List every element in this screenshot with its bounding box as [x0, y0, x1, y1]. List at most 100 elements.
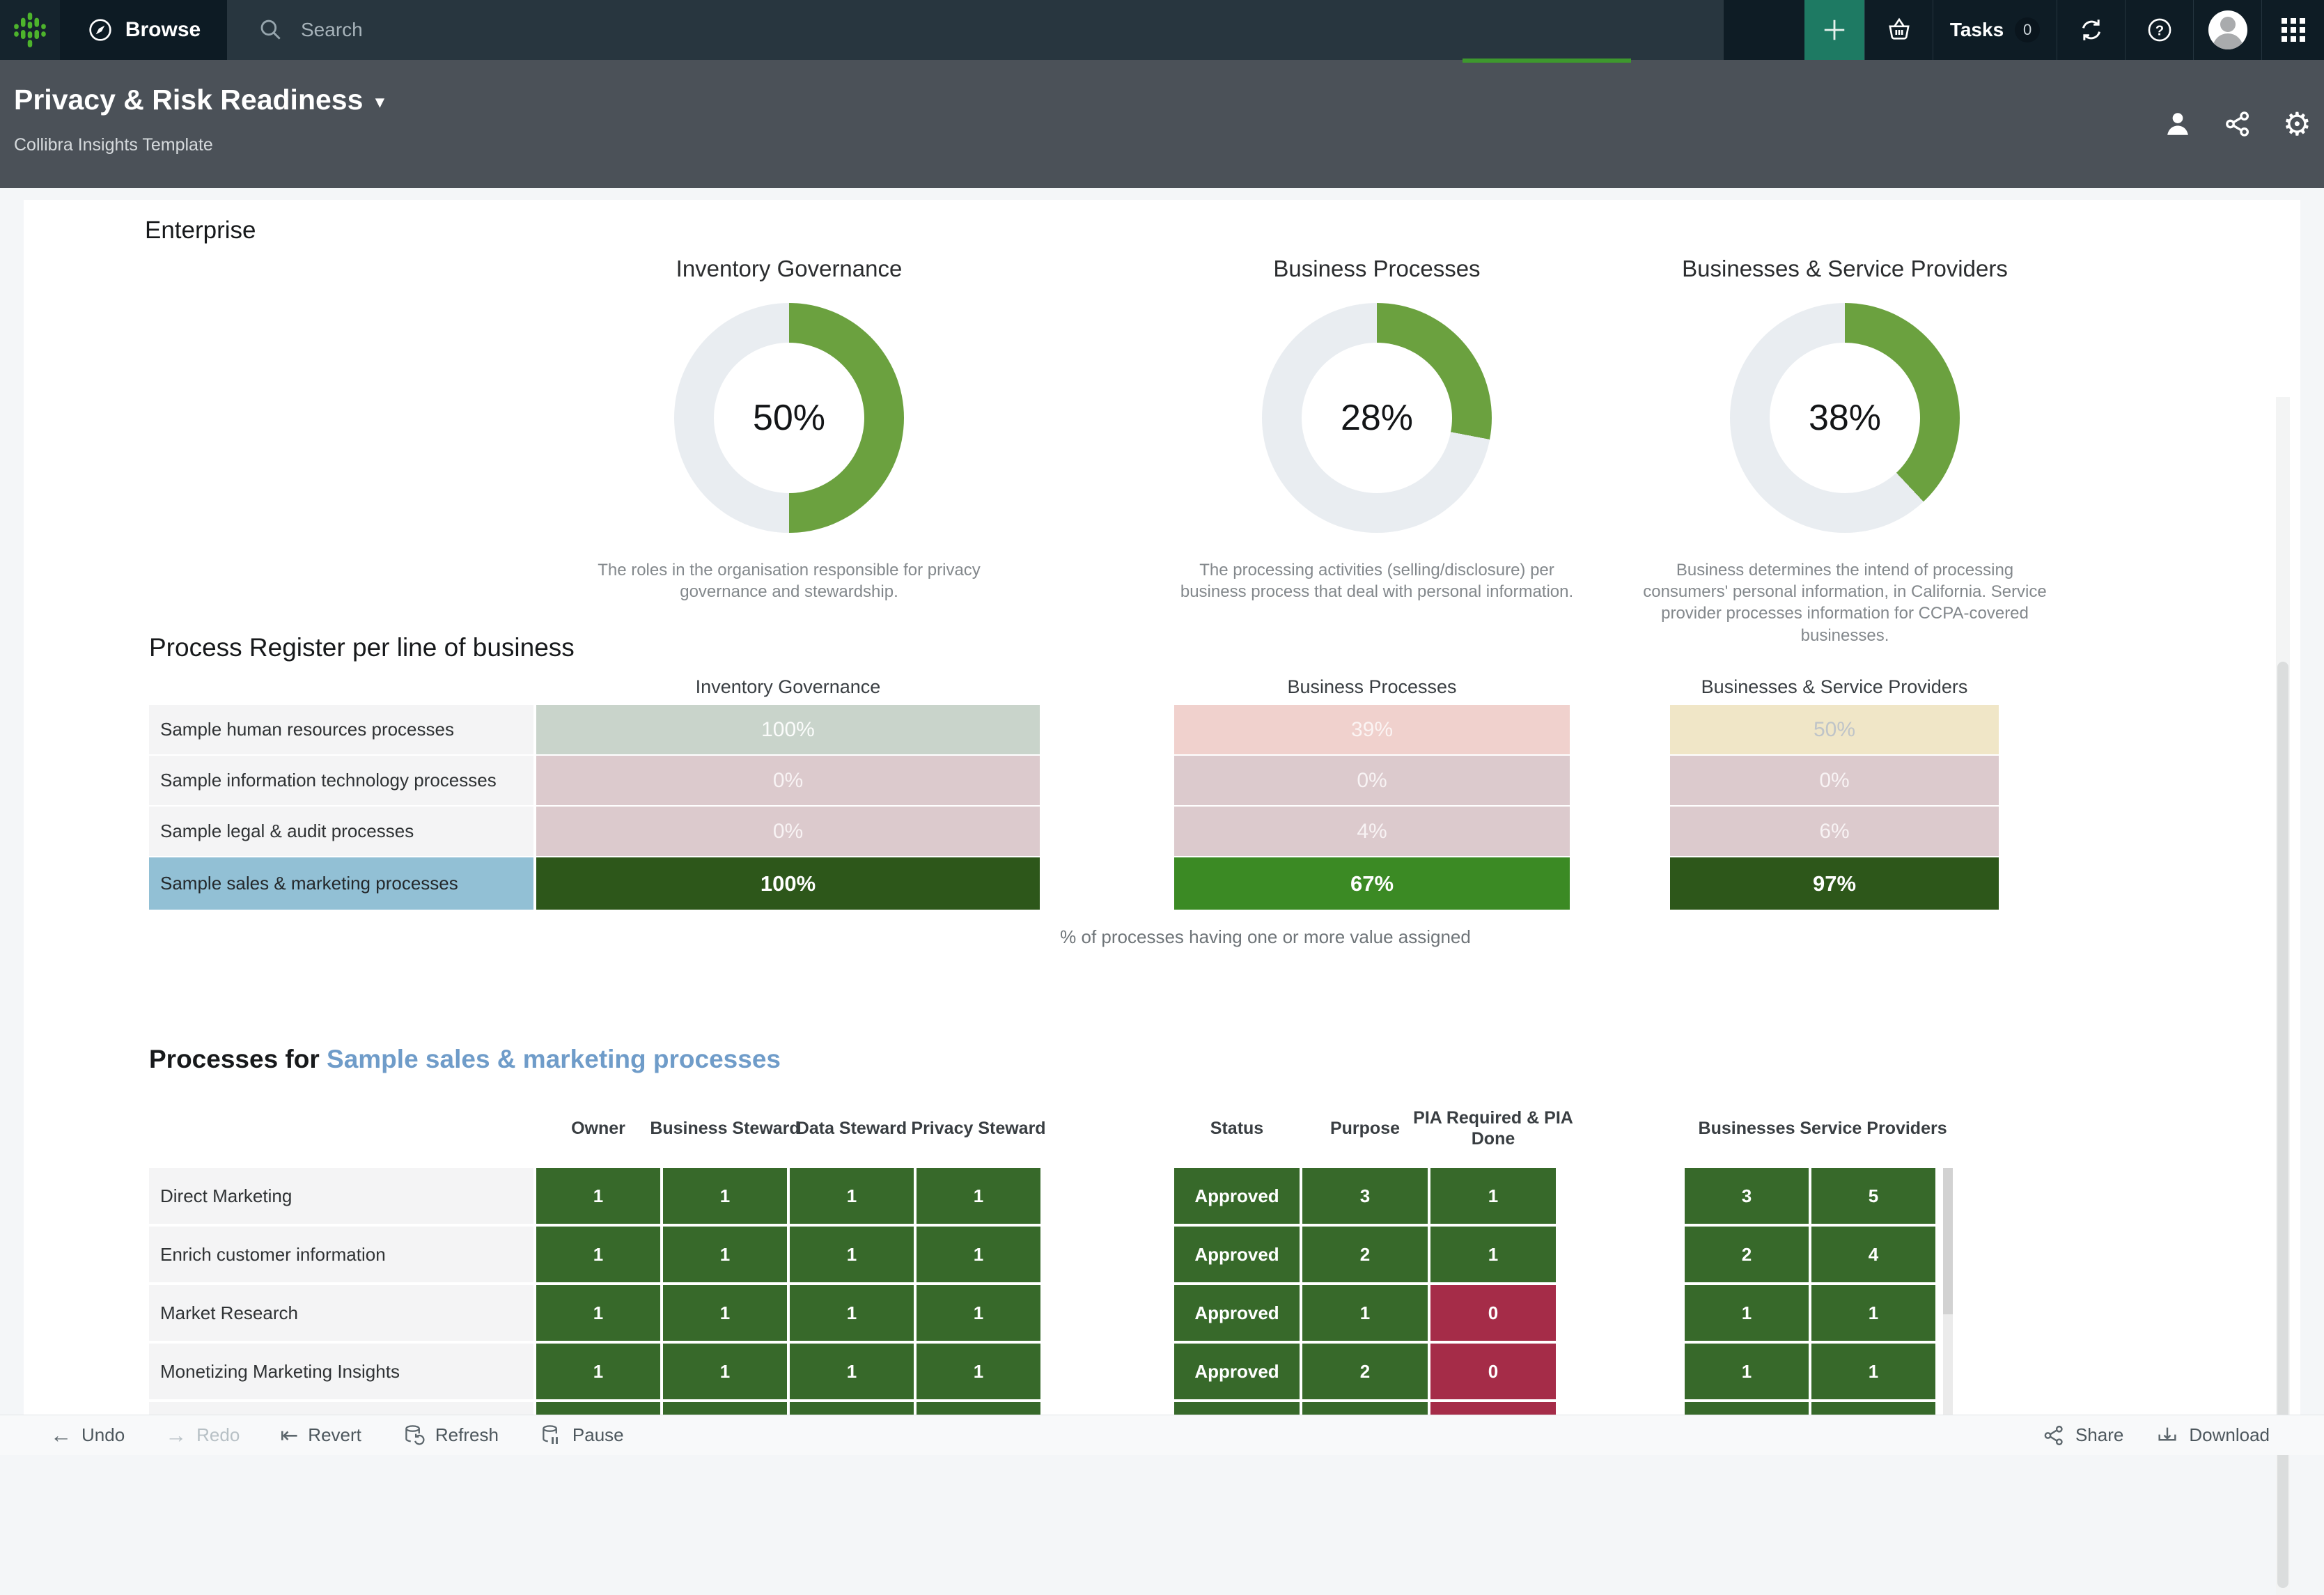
- process-cell[interactable]: [917, 1402, 1040, 1415]
- process-cell[interactable]: 1: [1302, 1285, 1428, 1341]
- process-cell[interactable]: 1: [536, 1168, 660, 1224]
- process-cell[interactable]: 1: [663, 1168, 787, 1224]
- tasks-button[interactable]: Tasks 0: [1933, 0, 2057, 60]
- pause-button[interactable]: Pause: [539, 1424, 624, 1447]
- register-cell[interactable]: 0%: [536, 807, 1040, 856]
- browse-button[interactable]: Browse: [60, 0, 227, 60]
- process-status-cell[interactable]: Approved: [1174, 1285, 1300, 1341]
- apps-grid-button[interactable]: [2261, 0, 2324, 60]
- process-cell[interactable]: 1: [917, 1285, 1040, 1341]
- process-cell[interactable]: [1811, 1402, 1935, 1415]
- process-name[interactable]: Enrich customer information: [149, 1227, 533, 1282]
- process-cell[interactable]: 1: [663, 1227, 787, 1282]
- permissions-user-button[interactable]: [2163, 109, 2192, 139]
- column-header-status: Status: [1210, 1119, 1264, 1138]
- shopping-basket-button[interactable]: [1864, 0, 1933, 60]
- settings-gear-icon[interactable]: ⚙: [2282, 106, 2311, 142]
- register-cell[interactable]: 39%: [1174, 705, 1570, 754]
- process-cell[interactable]: 1: [1430, 1168, 1556, 1224]
- page-scrollbar[interactable]: [2276, 397, 2290, 1595]
- register-cell[interactable]: 6%: [1670, 807, 1999, 856]
- register-cell[interactable]: 100%: [536, 857, 1040, 910]
- global-search-input[interactable]: Search: [227, 0, 1724, 60]
- process-cell[interactable]: 1: [917, 1168, 1040, 1224]
- process-cell[interactable]: 1: [536, 1227, 660, 1282]
- register-cell[interactable]: 0%: [1174, 756, 1570, 805]
- register-cell[interactable]: 50%: [1670, 705, 1999, 754]
- process-cell[interactable]: 1: [1685, 1285, 1809, 1341]
- redo-button[interactable]: → Redo: [165, 1424, 240, 1446]
- user-avatar-button[interactable]: [2193, 0, 2261, 60]
- process-name[interactable]: Direct Marketing: [149, 1168, 533, 1224]
- collibra-logo[interactable]: [0, 0, 60, 60]
- process-cell[interactable]: 1: [536, 1344, 660, 1399]
- register-cell[interactable]: 100%: [536, 705, 1040, 754]
- process-cell[interactable]: 1: [1430, 1227, 1556, 1282]
- register-cell[interactable]: 97%: [1670, 857, 1999, 910]
- process-cell[interactable]: 1: [663, 1285, 787, 1341]
- register-row-label[interactable]: Sample information technology processes: [149, 756, 533, 805]
- process-name[interactable]: Monetizing Marketing Insights: [149, 1344, 533, 1399]
- register-cell[interactable]: 67%: [1174, 857, 1570, 910]
- register-row-label[interactable]: Sample legal & audit processes: [149, 807, 533, 856]
- register-row-label[interactable]: Sample sales & marketing processes: [149, 857, 533, 910]
- process-cell[interactable]: 1: [790, 1227, 914, 1282]
- donut-chart-inventory-governance[interactable]: 50%: [674, 303, 904, 533]
- process-cell[interactable]: [1685, 1402, 1809, 1415]
- download-label: Download: [2189, 1424, 2270, 1445]
- process-cell[interactable]: [1430, 1402, 1556, 1415]
- process-cell[interactable]: [790, 1402, 914, 1415]
- process-name[interactable]: Market Research: [149, 1285, 533, 1341]
- refresh-button[interactable]: Refresh: [402, 1424, 499, 1447]
- register-cell[interactable]: 4%: [1174, 807, 1570, 856]
- process-cell[interactable]: 1: [790, 1168, 914, 1224]
- process-cell[interactable]: [663, 1402, 787, 1415]
- process-cell[interactable]: 0: [1430, 1344, 1556, 1399]
- column-header-purpose: Purpose: [1329, 1119, 1401, 1138]
- register-column-header: Business Processes: [1287, 676, 1457, 697]
- process-status-cell[interactable]: Approved: [1174, 1227, 1300, 1282]
- processes-heading-link[interactable]: Sample sales & marketing processes: [327, 1045, 781, 1073]
- process-cell[interactable]: 2: [1685, 1227, 1809, 1282]
- process-cell[interactable]: 1: [663, 1344, 787, 1399]
- revert-button[interactable]: ⇤ Revert: [280, 1424, 361, 1446]
- download-button[interactable]: Download: [2155, 1424, 2270, 1447]
- redo-label: Redo: [196, 1424, 240, 1445]
- share-dashboard-button[interactable]: [2223, 109, 2252, 139]
- register-row-label[interactable]: Sample human resources processes: [149, 705, 533, 754]
- process-cell[interactable]: [536, 1402, 660, 1415]
- process-cell[interactable]: 3: [1302, 1168, 1428, 1224]
- process-cell[interactable]: 1: [1811, 1285, 1935, 1341]
- share-button[interactable]: Share: [2042, 1424, 2123, 1447]
- dashboard-title-dropdown[interactable]: Privacy & Risk Readiness ▾: [14, 84, 384, 116]
- process-cell[interactable]: 1: [917, 1227, 1040, 1282]
- donut-chart-business-processes[interactable]: 28%: [1262, 303, 1492, 533]
- process-cell[interactable]: 0: [1430, 1285, 1556, 1341]
- create-button[interactable]: [1804, 0, 1864, 60]
- process-cell[interactable]: [1302, 1402, 1428, 1415]
- process-cell[interactable]: 5: [1811, 1168, 1935, 1224]
- undo-button[interactable]: ← Undo: [50, 1424, 125, 1446]
- process-status-cell[interactable]: Approved: [1174, 1168, 1300, 1224]
- process-cell[interactable]: 1: [1685, 1344, 1809, 1399]
- processes-table-scrollbar-thumb[interactable]: [1943, 1168, 1953, 1314]
- processes-table-scrollbar[interactable]: [1943, 1168, 1953, 1415]
- help-button[interactable]: ?: [2125, 0, 2193, 60]
- process-status-cell[interactable]: [1174, 1402, 1300, 1415]
- process-cell[interactable]: 1: [790, 1285, 914, 1341]
- process-cell[interactable]: 1: [536, 1285, 660, 1341]
- process-cell[interactable]: 2: [1302, 1227, 1428, 1282]
- process-cell[interactable]: 1: [790, 1344, 914, 1399]
- process-status-cell[interactable]: Approved: [1174, 1344, 1300, 1399]
- donut-chart-businesses-service-providers[interactable]: 38%: [1730, 303, 1960, 533]
- process-name[interactable]: [149, 1402, 533, 1415]
- process-cell[interactable]: 3: [1685, 1168, 1809, 1224]
- register-cell[interactable]: 0%: [1670, 756, 1999, 805]
- page-scrollbar-thumb[interactable]: [2277, 662, 2288, 1588]
- sync-button[interactable]: [2057, 0, 2125, 60]
- process-cell[interactable]: 4: [1811, 1227, 1935, 1282]
- process-cell[interactable]: 2: [1302, 1344, 1428, 1399]
- process-cell[interactable]: 1: [1811, 1344, 1935, 1399]
- process-cell[interactable]: 1: [917, 1344, 1040, 1399]
- register-cell[interactable]: 0%: [536, 756, 1040, 805]
